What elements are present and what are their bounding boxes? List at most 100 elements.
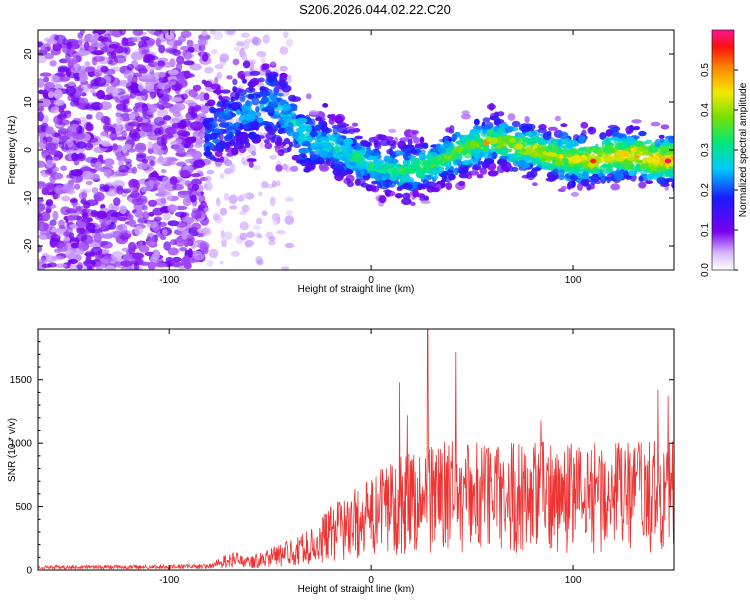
heatmap-cell bbox=[403, 183, 413, 190]
heatmap-cell bbox=[85, 180, 93, 186]
x-tick-label: 0 bbox=[368, 575, 374, 586]
heatmap-cell bbox=[308, 110, 320, 116]
heatmap-cell bbox=[232, 58, 240, 66]
heatmap-cell bbox=[76, 232, 88, 242]
heatmap-cell bbox=[321, 131, 327, 137]
heatmap-cell bbox=[265, 128, 277, 133]
colorbar-ticks: 0.0 0.1 0.2 0.3 0.4 0.5 bbox=[700, 63, 738, 277]
heatmap-cell bbox=[182, 197, 192, 207]
heatmap-cell bbox=[157, 60, 166, 67]
heatmap-cell bbox=[520, 148, 526, 153]
heatmap-cell bbox=[675, 161, 679, 165]
heatmap-cell bbox=[398, 167, 404, 172]
heatmap-cell bbox=[220, 230, 225, 239]
heatmap-cell bbox=[46, 136, 53, 143]
heatmap-cell bbox=[330, 113, 336, 121]
heatmap-cell bbox=[127, 230, 133, 235]
y-tick-label: 500 bbox=[15, 502, 32, 513]
heatmap-cell bbox=[45, 184, 57, 190]
heatmap-cell bbox=[269, 154, 277, 160]
heatmap-cell bbox=[69, 262, 77, 270]
heatmap-cell bbox=[49, 60, 57, 67]
heatmap-cell bbox=[156, 100, 164, 110]
heatmap-cell bbox=[38, 78, 45, 88]
heatmap-cell bbox=[49, 150, 61, 156]
heatmap-cell bbox=[514, 143, 524, 150]
heatmap-cell bbox=[84, 61, 91, 67]
heatmap-cell bbox=[388, 128, 397, 133]
heatmap-cell bbox=[163, 213, 171, 221]
heatmap-cell bbox=[251, 150, 257, 157]
heatmap-cell bbox=[374, 155, 379, 162]
heatmap-cell bbox=[58, 136, 70, 141]
heatmap-cell bbox=[161, 134, 174, 139]
y-tick-label: 20 bbox=[23, 48, 34, 60]
heatmap-cell bbox=[499, 146, 508, 155]
heatmap-cell bbox=[262, 34, 270, 44]
heatmap-cell bbox=[65, 86, 77, 96]
heatmap-cell bbox=[282, 117, 293, 121]
heatmap-cell bbox=[236, 138, 245, 144]
heatmap-cell bbox=[242, 60, 251, 69]
heatmap-cell bbox=[532, 182, 538, 187]
heatmap-cell bbox=[151, 170, 158, 179]
heatmap-cell bbox=[259, 141, 265, 149]
heatmap-cell bbox=[160, 235, 167, 240]
heatmap-cell bbox=[603, 137, 611, 144]
heatmap-cell bbox=[404, 167, 415, 174]
heatmap-cell bbox=[113, 261, 123, 267]
heatmap-cell bbox=[183, 51, 192, 60]
heatmap-cell bbox=[163, 61, 173, 68]
heatmap-cell bbox=[493, 119, 502, 126]
heatmap-cell bbox=[587, 147, 592, 154]
heatmap-cell bbox=[112, 143, 118, 151]
heatmap-cell bbox=[147, 141, 153, 150]
heatmap-cell bbox=[59, 76, 70, 82]
heatmap-cell bbox=[610, 183, 620, 191]
heatmap-cell bbox=[181, 230, 189, 240]
heatmap-cell bbox=[307, 120, 314, 126]
heatmap-cell bbox=[240, 73, 246, 81]
heatmap-cell bbox=[638, 145, 648, 152]
heatmap-cell bbox=[81, 170, 94, 180]
heatmap-cell bbox=[422, 179, 430, 187]
heatmap-cell bbox=[38, 182, 47, 190]
heatmap-cell bbox=[522, 136, 530, 143]
heatmap-cell bbox=[649, 165, 656, 171]
heatmap-cell bbox=[131, 252, 144, 260]
heatmap-cell bbox=[168, 105, 182, 114]
heatmap-cell bbox=[41, 98, 51, 108]
heatmap-cell bbox=[179, 178, 187, 186]
colorbar-tick-label: 0.3 bbox=[700, 143, 711, 157]
heatmap-cell bbox=[165, 48, 178, 54]
heatmap-cell bbox=[577, 182, 583, 191]
heatmap-cell bbox=[137, 217, 148, 224]
heatmap-cell bbox=[154, 262, 168, 268]
heatmap-cell bbox=[109, 172, 121, 177]
heatmap-cell bbox=[187, 233, 194, 239]
heatmap-cell bbox=[654, 138, 661, 148]
heatmap-cell bbox=[559, 155, 564, 159]
figure-title: S206.2026.044.02.22.C20 bbox=[299, 2, 451, 17]
heatmap-cell bbox=[626, 171, 637, 176]
heatmap-cell bbox=[563, 161, 570, 171]
heatmap-cell bbox=[374, 142, 382, 150]
heatmap-cell bbox=[169, 175, 178, 185]
heatmap-cell bbox=[245, 99, 250, 107]
heatmap-cell bbox=[239, 232, 248, 241]
heatmap-cell bbox=[163, 241, 172, 251]
heatmap-cell bbox=[614, 157, 625, 162]
heatmap-cell bbox=[511, 120, 521, 128]
heatmap-cell bbox=[266, 75, 275, 83]
heatmap-cell bbox=[167, 204, 177, 213]
heatmap-cell bbox=[659, 138, 665, 143]
heatmap-cell bbox=[185, 111, 197, 121]
y-tick-label: 10 bbox=[23, 96, 34, 108]
heatmap-cell bbox=[134, 225, 144, 236]
heatmap-cell bbox=[100, 220, 107, 230]
heatmap-cell bbox=[51, 74, 60, 84]
heatmap-cell bbox=[224, 135, 230, 142]
heatmap-cell bbox=[260, 57, 266, 64]
heatmap-cell bbox=[164, 32, 175, 40]
